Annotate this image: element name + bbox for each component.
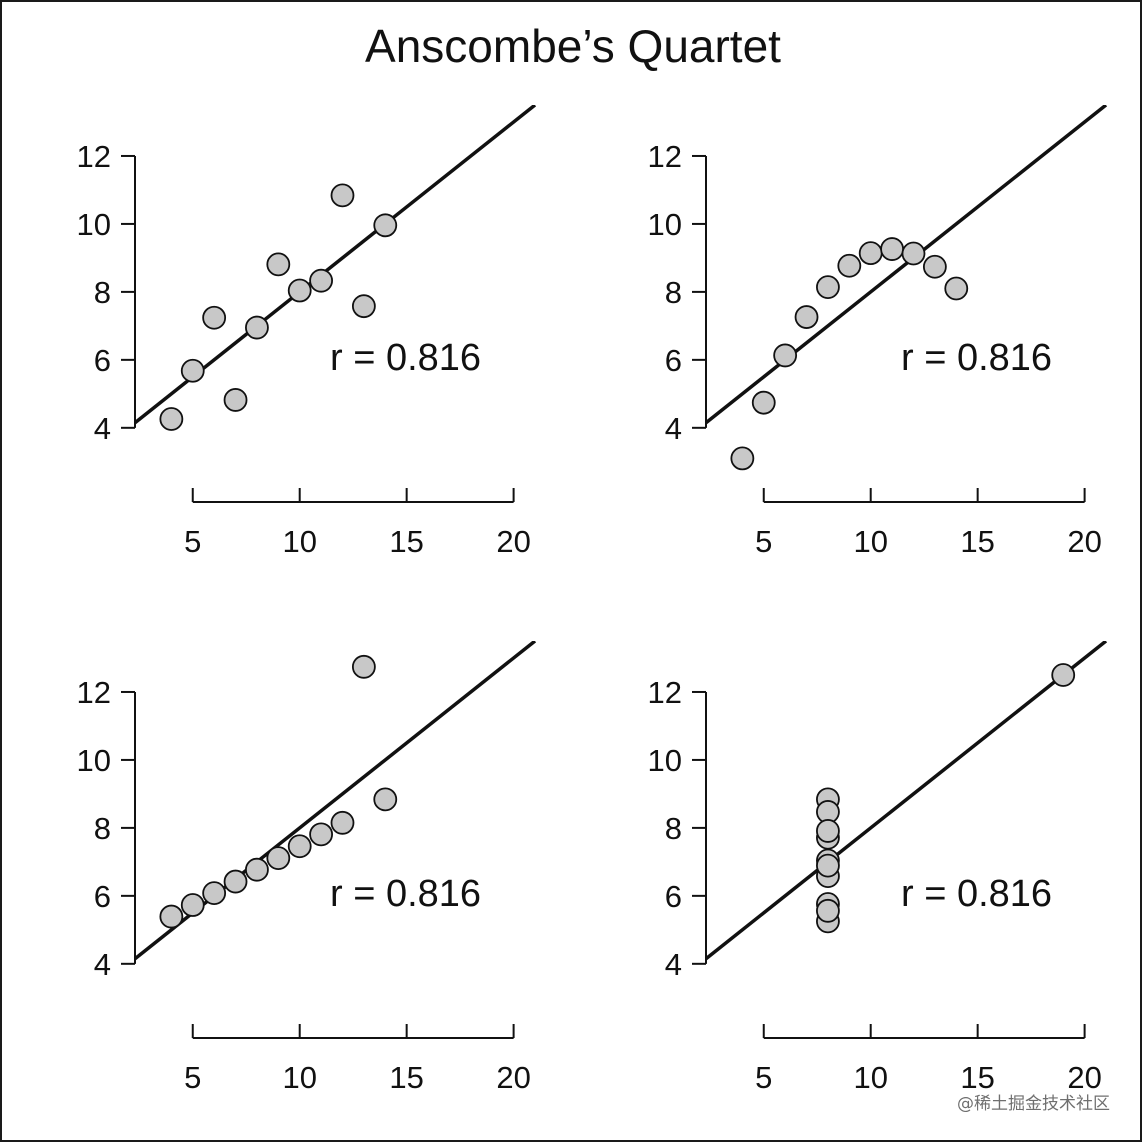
- data-point: [373, 787, 398, 812]
- data-point: [730, 446, 755, 471]
- correlation-annotation: r = 0.816: [901, 337, 1052, 379]
- data-point: [245, 857, 269, 882]
- x-tick-label: 20: [496, 1060, 530, 1095]
- y-tick-label: 8: [94, 275, 111, 310]
- data-point: [266, 846, 291, 871]
- data-point: [245, 315, 269, 340]
- y-tick-label: 4: [665, 947, 682, 982]
- data-point: [266, 252, 291, 277]
- data-point: [180, 893, 205, 917]
- data-point: [922, 254, 947, 279]
- y-tick-label: 8: [665, 811, 682, 846]
- x-tick-label: 10: [282, 524, 316, 559]
- panel-top-right: 4 6 8 10 12 5 10 15 20 r = 0.816: [648, 105, 1108, 559]
- y-tick-label: 12: [648, 675, 682, 710]
- y-tick-label: 10: [77, 743, 111, 778]
- data-point: [287, 278, 312, 303]
- x-tick-label: 5: [184, 524, 201, 559]
- y-tick-label: 6: [94, 343, 111, 378]
- x-tick-label: 5: [755, 1060, 772, 1095]
- data-point: [880, 237, 904, 261]
- x-tick-label: 20: [496, 524, 530, 559]
- data-point: [773, 343, 798, 368]
- data-point: [944, 276, 969, 301]
- correlation-annotation: r = 0.816: [901, 873, 1052, 915]
- regression-line: [704, 641, 1108, 961]
- data-point: [837, 253, 862, 278]
- data-point: [794, 305, 819, 329]
- panel-bottom-right: 4 6 8 10 12 5 10 15 20 r = 0.816: [648, 641, 1108, 1095]
- y-tick-label: 12: [77, 675, 111, 710]
- data-point: [373, 213, 398, 238]
- y-tick-label: 12: [648, 139, 682, 174]
- x-tick-label: 10: [282, 1060, 316, 1095]
- data-point: [330, 810, 355, 835]
- panel-top-left: 4 6 8 10 12 5 10 15 20 r = 0.816: [77, 105, 537, 559]
- data-point: [330, 183, 355, 208]
- y-tick-label: 8: [665, 275, 682, 310]
- x-tick-label: 5: [755, 524, 772, 559]
- y-tick-label: 10: [648, 743, 682, 778]
- data-point: [1051, 663, 1076, 687]
- x-tick-label: 10: [853, 1060, 887, 1095]
- x-tick-label: 15: [960, 524, 994, 559]
- data-point: [816, 898, 840, 923]
- y-tick-label: 6: [665, 879, 682, 914]
- data-point: [180, 358, 205, 383]
- x-tick-label: 15: [960, 1060, 994, 1095]
- data-point: [751, 390, 776, 415]
- correlation-annotation: r = 0.816: [330, 337, 481, 379]
- data-point: [159, 904, 184, 929]
- data-point: [858, 241, 883, 266]
- regression-line: [704, 105, 1108, 425]
- y-tick-label: 4: [94, 947, 111, 982]
- chart-title: Anscombe’s Quartet: [365, 20, 781, 72]
- y-tick-label: 4: [94, 411, 111, 446]
- y-tick-label: 6: [665, 343, 682, 378]
- data-point: [223, 388, 248, 412]
- data-point: [816, 275, 840, 300]
- y-tick-label: 10: [648, 207, 682, 242]
- x-tick-label: 10: [853, 524, 887, 559]
- watermark: @稀土掘金技术社区: [957, 1094, 1110, 1114]
- x-tick-label: 15: [389, 524, 423, 559]
- data-point: [159, 407, 184, 431]
- data-point: [816, 853, 840, 878]
- y-tick-label: 10: [77, 207, 111, 242]
- x-tick-label: 20: [1067, 1060, 1101, 1095]
- y-tick-label: 12: [77, 139, 111, 174]
- data-point: [901, 241, 926, 266]
- x-tick-label: 15: [389, 1060, 423, 1095]
- correlation-annotation: r = 0.816: [330, 873, 481, 915]
- data-point: [816, 819, 840, 843]
- y-tick-label: 8: [94, 811, 111, 846]
- data-point: [202, 881, 227, 906]
- y-tick-label: 6: [94, 879, 111, 914]
- data-point: [309, 822, 333, 847]
- data-point: [309, 268, 333, 293]
- data-point: [287, 834, 312, 859]
- data-point: [351, 294, 376, 319]
- data-point: [351, 654, 376, 679]
- data-point: [223, 869, 248, 894]
- panel-bottom-left: 4 6 8 10 12 5 10 15 20 r = 0.816: [77, 641, 537, 1095]
- data-point: [202, 305, 227, 330]
- y-tick-label: 4: [665, 411, 682, 446]
- x-tick-label: 5: [184, 1060, 201, 1095]
- x-tick-label: 20: [1067, 524, 1101, 559]
